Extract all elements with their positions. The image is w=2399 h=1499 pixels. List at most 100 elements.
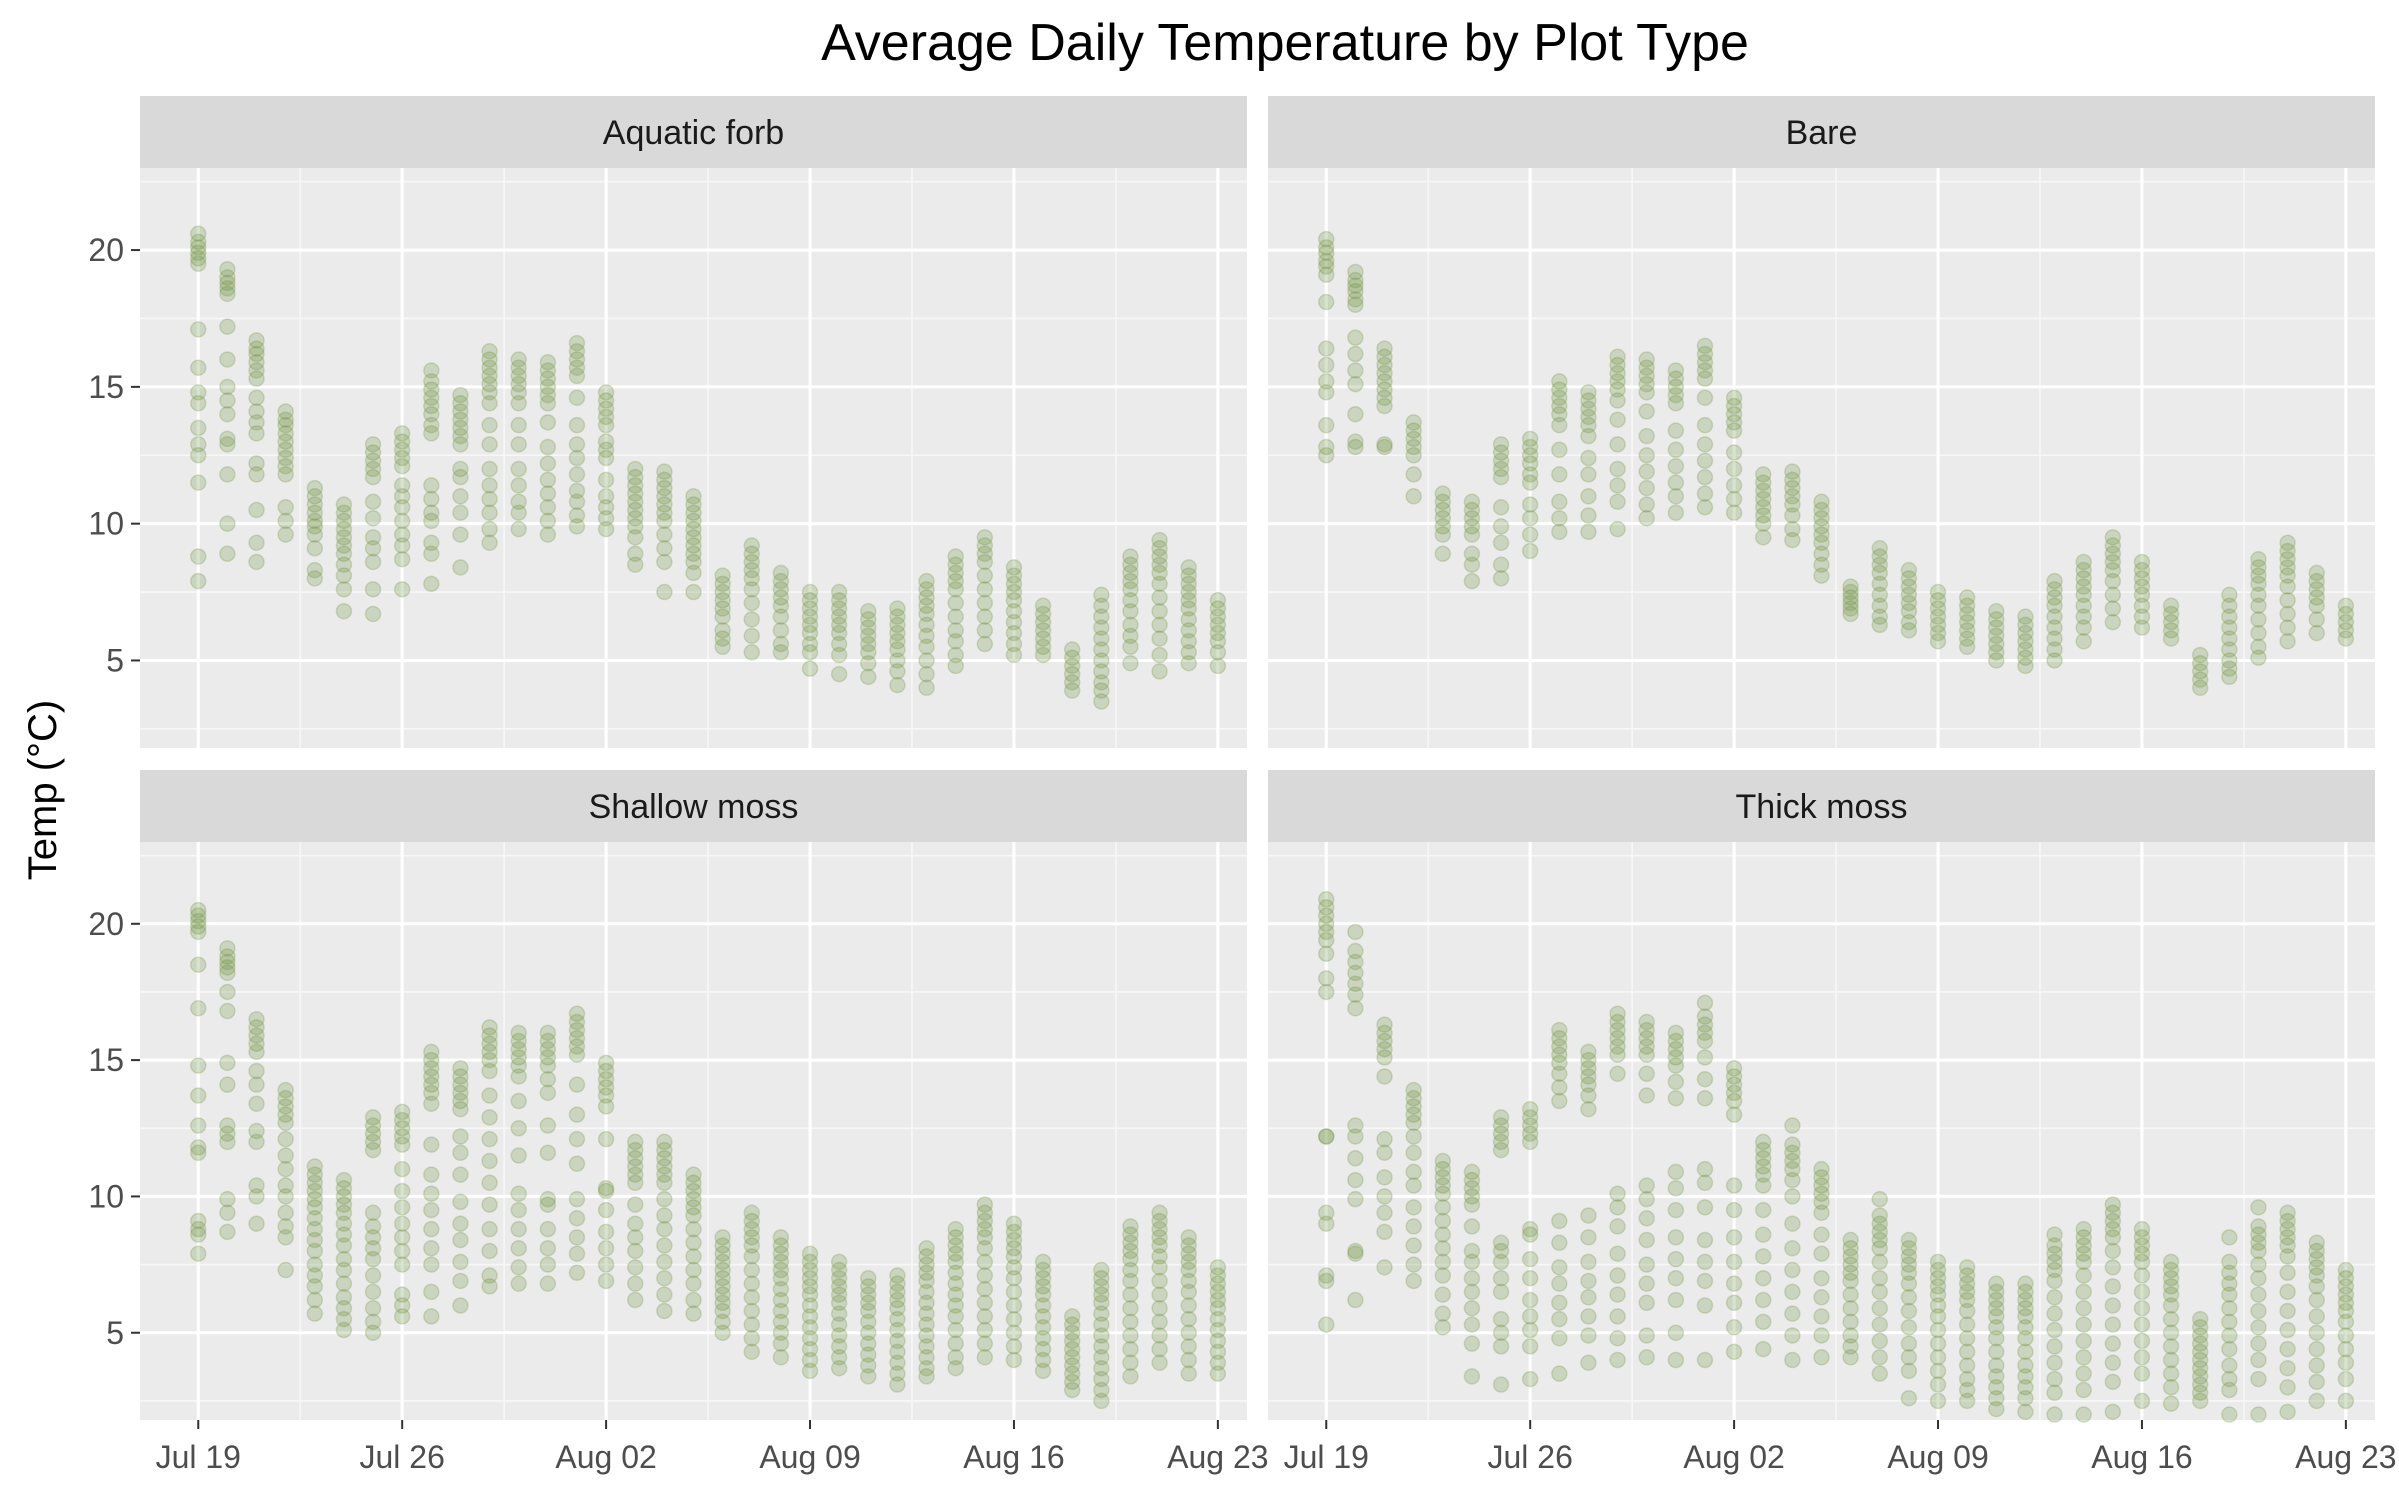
data-point — [2221, 652, 2238, 669]
data-point — [1122, 1226, 1139, 1243]
data-point — [947, 1286, 964, 1303]
data-point — [2250, 1199, 2267, 1216]
data-point — [772, 597, 790, 614]
data-point — [1151, 548, 1168, 565]
data-point — [277, 466, 294, 483]
data-point — [714, 608, 731, 625]
data-point — [830, 1294, 848, 1312]
data-point — [1754, 1150, 1772, 1167]
data-point — [2104, 1204, 2122, 1222]
data-point — [510, 375, 527, 393]
data-point — [1667, 386, 1685, 404]
x-tick-label: Aug 02 — [555, 1439, 656, 1475]
data-point — [568, 1229, 586, 1246]
data-point — [1005, 575, 1023, 593]
data-point — [2337, 1294, 2355, 1312]
data-point — [889, 663, 906, 680]
data-point — [1209, 608, 1227, 625]
data-point — [1347, 1150, 1364, 1167]
data-point — [539, 414, 557, 431]
data-point — [626, 1141, 644, 1159]
data-point — [597, 1070, 615, 1088]
data-point — [1318, 438, 1335, 456]
data-point — [2046, 597, 2063, 614]
data-point — [1005, 1310, 1023, 1328]
data-point — [1151, 556, 1168, 573]
data-point — [1813, 545, 1830, 563]
data-point — [1151, 1248, 1168, 1265]
data-point — [423, 389, 440, 407]
data-point — [976, 594, 994, 612]
data-point — [801, 592, 819, 609]
data-point — [364, 1229, 382, 1246]
data-point — [1063, 1357, 1081, 1374]
data-point — [1551, 416, 1568, 434]
data-point — [452, 1076, 469, 1093]
data-point — [1754, 490, 1772, 508]
data-point — [1609, 356, 1626, 374]
data-point — [714, 1278, 731, 1295]
data-point — [2191, 1319, 2209, 1336]
data-point — [1151, 589, 1168, 606]
data-point — [423, 362, 440, 379]
data-point — [889, 1365, 906, 1382]
data-point — [2279, 567, 2296, 584]
data-point — [1609, 1199, 1626, 1216]
data-point — [423, 425, 440, 442]
data-point — [2104, 1220, 2122, 1238]
data-point — [393, 1120, 411, 1137]
data-point — [714, 1261, 731, 1279]
data-point — [364, 1250, 382, 1268]
data-point — [452, 1272, 469, 1290]
data-point — [2191, 1351, 2209, 1369]
data-point — [772, 1269, 790, 1287]
data-point — [481, 343, 498, 360]
data-point — [1376, 1032, 1393, 1050]
data-point — [1005, 1351, 1023, 1369]
data-point — [1463, 1188, 1481, 1205]
data-point — [481, 1109, 498, 1126]
data-point — [423, 545, 440, 563]
data-point — [1725, 1253, 1743, 1271]
data-point — [277, 1130, 294, 1148]
data-point — [2250, 1335, 2267, 1352]
data-point — [568, 389, 586, 407]
data-point — [830, 600, 848, 617]
data-point — [364, 509, 382, 527]
data-point — [2075, 1253, 2092, 1271]
data-point — [1376, 1040, 1393, 1058]
data-point — [976, 567, 994, 584]
data-point — [947, 1237, 964, 1254]
data-point — [1696, 468, 1714, 486]
data-point — [2308, 1340, 2325, 1358]
data-point — [2308, 1242, 2325, 1260]
data-point — [1122, 1313, 1139, 1331]
facet-strip-label: Thick moss — [1736, 788, 1908, 826]
data-point — [2308, 1392, 2325, 1410]
data-point — [335, 1299, 353, 1317]
data-point — [2133, 1283, 2151, 1301]
data-point — [1122, 564, 1139, 582]
data-point — [597, 408, 615, 426]
data-point — [1347, 1242, 1364, 1260]
data-point — [860, 1346, 877, 1363]
data-point — [2133, 597, 2151, 614]
data-point — [947, 1297, 964, 1314]
data-point — [947, 1308, 964, 1325]
panel-background — [1268, 842, 2375, 1420]
data-point — [423, 1201, 440, 1219]
data-point — [1034, 1297, 1052, 1314]
data-point — [626, 509, 644, 527]
data-point — [1180, 1310, 1197, 1328]
data-point — [481, 1174, 498, 1192]
data-point — [510, 1049, 527, 1066]
data-point — [539, 1040, 557, 1058]
data-point — [1318, 384, 1335, 401]
data-point — [685, 496, 702, 513]
data-point — [539, 485, 557, 502]
data-point — [1725, 1319, 1743, 1336]
data-point — [1180, 567, 1197, 584]
data-point — [1034, 1261, 1052, 1279]
data-point — [1551, 1234, 1568, 1252]
